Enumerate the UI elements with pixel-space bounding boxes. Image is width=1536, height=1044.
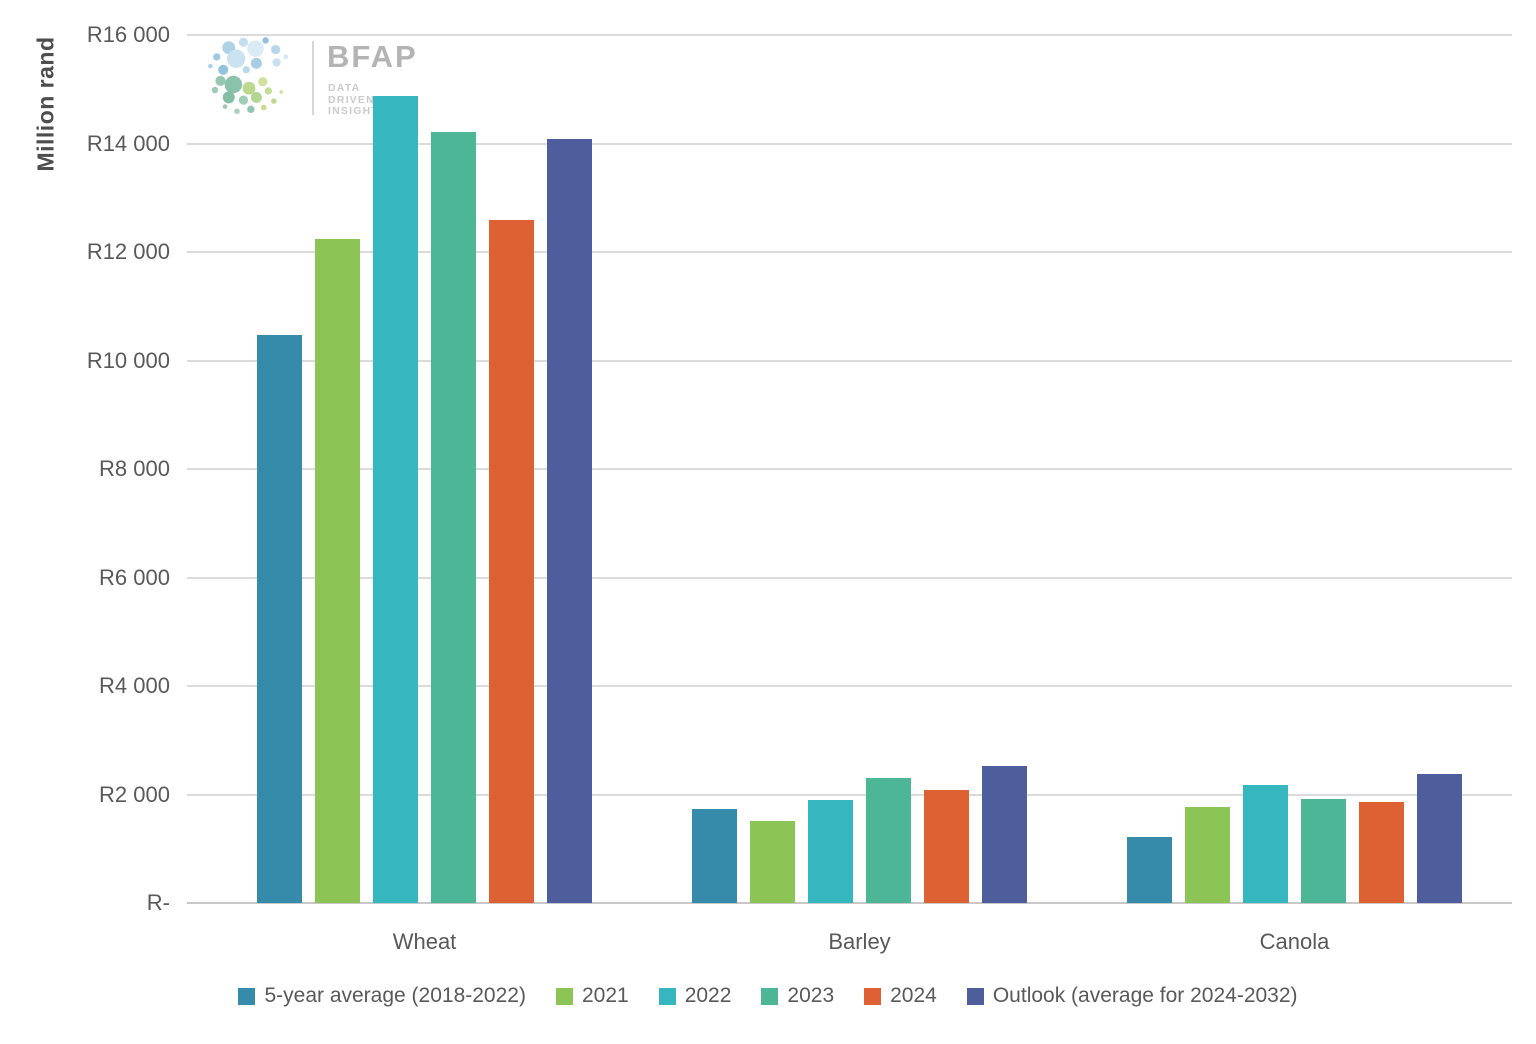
legend-label: Outlook (average for 2024-2032) — [992, 984, 1298, 1007]
logo-tagline-line: DATA — [328, 82, 361, 94]
legend-item: 2024 — [864, 984, 937, 1008]
legend-swatch — [966, 987, 984, 1005]
bar — [1243, 784, 1288, 903]
y-tick-label: R12 000 — [86, 239, 170, 264]
gridline — [187, 685, 1512, 687]
bar — [1127, 837, 1172, 903]
bar-group-wheat — [257, 35, 592, 903]
bar — [489, 220, 534, 903]
legend-item: 2022 — [658, 984, 732, 1008]
bar — [866, 777, 911, 903]
bar — [1417, 774, 1462, 903]
gridline — [187, 793, 1512, 796]
legend-label: 2024 — [890, 984, 937, 1007]
bar — [373, 96, 418, 903]
category-label-barley: Barley — [828, 929, 891, 954]
logo-divider — [312, 41, 314, 115]
bfap-logo: BFAP DATA DRIVEN INSIGHT — [203, 31, 453, 141]
legend-label: 5-year average (2018-2022) — [264, 984, 526, 1007]
legend-swatch — [238, 987, 256, 1005]
bar — [808, 800, 853, 903]
logo-tagline-line: DRIVEN — [328, 93, 375, 106]
legend-label: 2023 — [787, 984, 835, 1007]
y-tick-label: R14 000 — [86, 130, 170, 156]
category-label-wheat: Wheat — [392, 929, 457, 954]
gridline — [187, 142, 1512, 145]
logo-tagline-text: DATA DRIVEN INSIGHT — [328, 82, 379, 118]
legend-item: 2023 — [761, 984, 834, 1008]
bar — [1359, 802, 1404, 903]
legend-label: 2021 — [581, 984, 629, 1007]
gridline — [187, 251, 1512, 253]
legend-label: 2022 — [684, 984, 732, 1007]
plot-area: BFAP DATA DRIVEN INSIGHT Wheat Barley Cano… — [187, 34, 1512, 954]
y-tick-label: R8 000 — [99, 456, 170, 481]
gridline — [187, 359, 1512, 362]
chart-legend: 5-year average (2018-2022) 2021 2022 2023 20… — [0, 984, 1536, 1008]
gridline — [187, 468, 1512, 470]
gridline — [187, 576, 1512, 579]
bar — [692, 808, 737, 903]
y-tick-label: R2 000 — [99, 781, 170, 807]
bar-group-barley — [692, 35, 1027, 903]
bar-group-canola — [1127, 35, 1462, 903]
category-label-canola: Canola — [1259, 929, 1330, 954]
legend-item: 2021 — [555, 984, 629, 1008]
bar — [1301, 798, 1346, 903]
logo-tagline-line: INSIGHT — [328, 105, 379, 117]
bar — [547, 139, 592, 903]
bar — [1185, 806, 1230, 903]
bar — [431, 131, 476, 903]
logo-brand-text: BFAP — [327, 39, 418, 74]
legend-item: 5-year average (2018-2022) — [238, 984, 526, 1008]
bfap-globe-icon — [208, 37, 289, 114]
y-tick-label: R- — [146, 890, 170, 915]
bar — [257, 335, 302, 903]
bar — [750, 820, 795, 903]
y-tick-label: R10 000 — [86, 347, 170, 373]
legend-item: Outlook (average for 2024-2032) — [966, 984, 1298, 1008]
legend-swatch — [658, 987, 676, 1005]
legend-swatch — [864, 987, 882, 1005]
legend-swatch — [555, 987, 573, 1005]
y-tick-label: R4 000 — [99, 673, 170, 698]
y-tick-label: R16 000 — [86, 22, 170, 47]
bar — [315, 238, 360, 903]
bar — [924, 789, 969, 903]
y-tick-label: R6 000 — [99, 564, 170, 590]
gridline — [187, 902, 1512, 904]
bar — [982, 765, 1027, 903]
legend-swatch — [761, 987, 779, 1005]
gridline — [187, 34, 1512, 36]
